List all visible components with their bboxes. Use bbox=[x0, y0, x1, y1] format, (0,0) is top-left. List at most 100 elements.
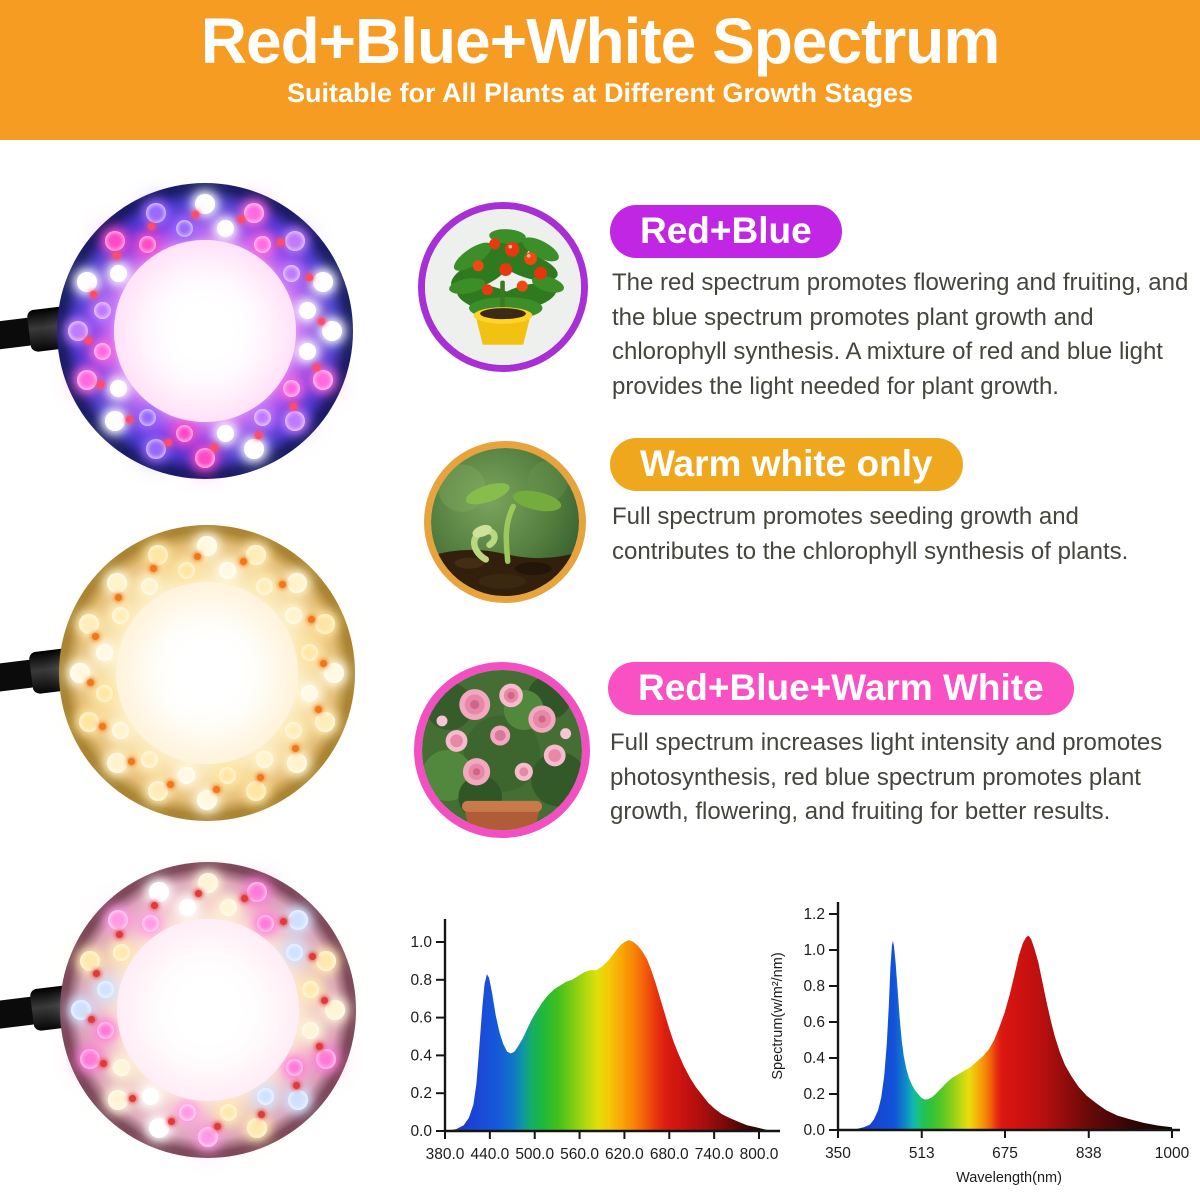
led-chip bbox=[312, 363, 320, 371]
led-dot bbox=[322, 321, 343, 341]
led-chip bbox=[87, 1015, 95, 1023]
fruiting-plant-photo bbox=[418, 202, 588, 372]
led-dot bbox=[288, 909, 308, 930]
led-dot bbox=[79, 711, 100, 732]
led-chip bbox=[320, 660, 328, 668]
seedling-photo bbox=[424, 441, 586, 603]
led-chip bbox=[128, 1095, 136, 1103]
x-tick-label: 500.0 bbox=[515, 1146, 554, 1163]
ring-center bbox=[114, 240, 296, 422]
led-chip bbox=[194, 552, 202, 560]
x-tick-label: 680.0 bbox=[650, 1146, 689, 1163]
ring-leds bbox=[59, 525, 355, 821]
led-chip bbox=[256, 773, 264, 781]
ring-light-warm-white bbox=[0, 525, 355, 821]
led-dot bbox=[254, 409, 272, 427]
led-dot bbox=[141, 1088, 159, 1106]
led-dot bbox=[112, 1059, 130, 1077]
led-dot bbox=[245, 545, 266, 566]
seedling-illustration bbox=[431, 448, 579, 596]
led-dot bbox=[218, 562, 236, 580]
led-dot bbox=[219, 1103, 237, 1121]
led-chip bbox=[167, 780, 175, 788]
badge-red-blue: Red+Blue bbox=[610, 205, 842, 259]
led-dot bbox=[140, 577, 158, 595]
header-banner: Red+Blue+White Spectrum Suitable for All… bbox=[0, 0, 1200, 140]
led-chip bbox=[115, 930, 123, 938]
led-dot bbox=[283, 264, 301, 282]
led-dot bbox=[218, 766, 236, 784]
led-chip bbox=[125, 416, 133, 424]
led-dot bbox=[96, 644, 114, 662]
y-tick-label: 1.0 bbox=[803, 942, 825, 959]
led-dot bbox=[109, 380, 127, 398]
led-chip bbox=[305, 274, 313, 282]
fruiting-plant-illustration bbox=[425, 209, 581, 365]
x-tick-label: 800.0 bbox=[740, 1146, 779, 1163]
led-dot bbox=[107, 1090, 128, 1110]
led-chip bbox=[210, 444, 218, 452]
led-dot bbox=[243, 203, 264, 224]
y-tick-label: 0.0 bbox=[803, 1122, 825, 1139]
spectrum-area bbox=[445, 940, 768, 1131]
led-chip bbox=[93, 970, 101, 978]
ring-light-red-blue bbox=[0, 183, 353, 479]
led-dot bbox=[254, 235, 272, 253]
led-dot bbox=[314, 711, 335, 732]
led-chip bbox=[315, 1042, 323, 1050]
led-dot bbox=[146, 203, 167, 224]
y-tick-label: 1.2 bbox=[803, 906, 825, 923]
led-chip bbox=[99, 722, 107, 730]
led-dot bbox=[286, 1059, 304, 1077]
led-dot bbox=[216, 424, 234, 442]
led-dot bbox=[179, 899, 197, 917]
x-tick-label: 560.0 bbox=[560, 1146, 599, 1163]
led-dot bbox=[80, 951, 101, 972]
led-dot bbox=[97, 981, 115, 999]
spectrum-chart-full: 380.0 440.0 500.0 560.0 620.0 680.0 740.0 800.0… bbox=[410, 919, 780, 1163]
led-chip bbox=[321, 997, 329, 1005]
x-tick-label: 350 bbox=[825, 1145, 851, 1162]
ring-light-mixed bbox=[0, 862, 356, 1158]
led-dot bbox=[246, 1117, 267, 1138]
led-dot bbox=[198, 872, 218, 893]
led-dot bbox=[96, 684, 114, 702]
led-dot bbox=[256, 577, 274, 595]
led-dot bbox=[198, 1127, 218, 1148]
led-dot bbox=[298, 302, 316, 320]
led-dot bbox=[287, 753, 307, 773]
led-dot bbox=[245, 780, 266, 801]
led-dot bbox=[112, 943, 130, 961]
led-dot bbox=[286, 943, 304, 961]
badge-warm-white-only: Warm white only bbox=[610, 438, 963, 492]
spectrum-area bbox=[838, 935, 1172, 1130]
roses-illustration bbox=[422, 670, 582, 830]
led-dot bbox=[94, 342, 112, 360]
y-tick-label: 0.2 bbox=[803, 1086, 825, 1103]
led-chip bbox=[307, 616, 315, 624]
page-title: Red+Blue+White Spectrum bbox=[200, 5, 1001, 77]
led-dot bbox=[149, 882, 170, 903]
led-dot bbox=[325, 1000, 346, 1020]
led-chip bbox=[213, 1123, 221, 1131]
led-dot bbox=[178, 562, 196, 580]
led-chip bbox=[151, 902, 159, 910]
led-chip bbox=[84, 336, 92, 344]
roses-photo bbox=[414, 662, 590, 838]
led-dot bbox=[97, 1021, 115, 1039]
led-dot bbox=[176, 220, 194, 238]
led-dot bbox=[138, 235, 156, 253]
page-subtitle: Suitable for All Plants at Different Gro… bbox=[286, 78, 914, 109]
led-dot bbox=[140, 751, 158, 769]
y-axis-label: Spectrum(w/m²/nm) bbox=[770, 952, 786, 1079]
led-dot bbox=[314, 614, 335, 635]
led-dot bbox=[301, 1021, 319, 1039]
led-dot bbox=[246, 882, 267, 903]
led-chip bbox=[90, 291, 98, 299]
x-axis-label: Wavelength(nm) bbox=[956, 1170, 1062, 1186]
led-dot bbox=[287, 572, 307, 593]
led-dot bbox=[178, 766, 196, 784]
led-dot bbox=[109, 264, 127, 282]
led-chip bbox=[112, 251, 120, 259]
led-chip bbox=[279, 580, 287, 588]
